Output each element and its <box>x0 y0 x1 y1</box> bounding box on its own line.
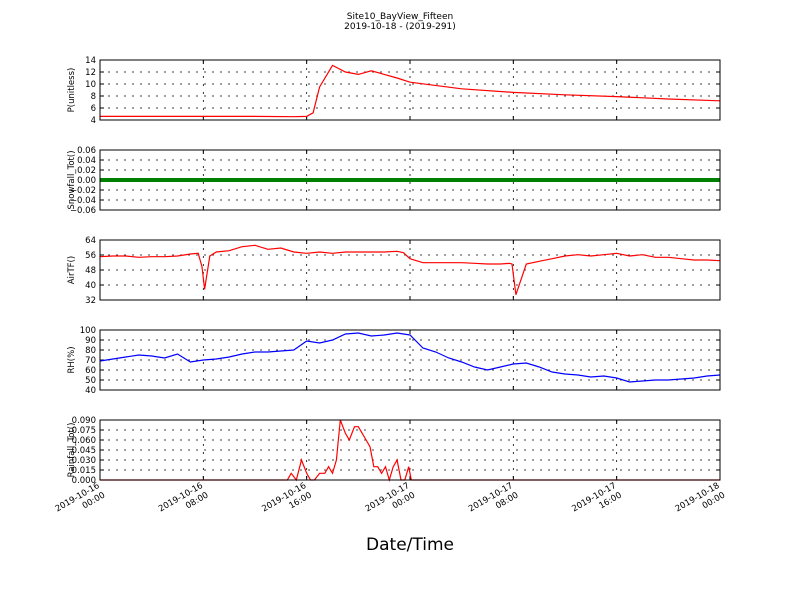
x-tick-label: 2019-10-1800:00 <box>674 481 727 524</box>
axes-frame <box>99 239 721 301</box>
subplot-5: 0.0000.0150.0300.0450.0600.0750.090Rainf… <box>67 416 721 486</box>
y-tick-label: 64 <box>85 236 96 246</box>
y-axis-label: Snowfall_Tot() <box>67 150 77 209</box>
y-tick-label: 0.06 <box>77 146 96 156</box>
y-tick-label: 14 <box>85 56 96 66</box>
axes-frame <box>99 419 721 481</box>
y-axis-label: P(unitless) <box>67 68 77 113</box>
y-tick-label: 0.075 <box>72 426 96 436</box>
y-tick-label: 48 <box>85 266 96 276</box>
subplot-1: 4 6 8 10 12 14 P(unitless) <box>67 56 721 126</box>
axes-frame <box>99 149 721 211</box>
y-tick-label: 6 <box>91 104 96 114</box>
y-tick-label: 0.02 <box>77 166 96 176</box>
y-tick-label: 80 <box>85 346 96 356</box>
x-tick-label: 2019-10-1716:00 <box>570 481 623 524</box>
series-line-5-1 <box>100 419 720 483</box>
y-tick-label: 0.030 <box>72 456 96 466</box>
y-tick-label: 0.000 <box>72 476 96 486</box>
x-tick-label: 2019-10-1608:00 <box>157 481 210 524</box>
y-tick-label: 70 <box>85 356 96 366</box>
y-tick-label: −0.04 <box>70 196 96 206</box>
axes-frame <box>99 59 721 121</box>
series-line-1-1 <box>100 64 721 118</box>
y-axis-label: RH(%) <box>67 346 77 373</box>
subplot-3: 32 40 48 56 64 AirTF() <box>67 236 721 306</box>
y-tick-label: 8 <box>91 92 96 102</box>
y-tick-label: 40 <box>85 386 96 396</box>
series-line-3-1 <box>99 244 721 295</box>
figure-subtitle: 2019-10-18 - (2019-291) <box>344 22 456 32</box>
y-tick-label: 60 <box>85 366 96 376</box>
y-tick-label: −0.06 <box>70 206 96 216</box>
x-tick-label: 2019-10-1616:00 <box>260 481 313 524</box>
y-tick-label: 0.045 <box>72 446 96 456</box>
x-axis-label: Date/Time <box>366 535 454 555</box>
y-tick-label: 90 <box>85 336 96 346</box>
figure-title: Site10_BayView_Fifteen <box>347 12 453 22</box>
y-tick-label: 32 <box>85 296 96 306</box>
y-axis-label: AirTF() <box>67 256 77 284</box>
y-tick-label: 56 <box>85 251 96 261</box>
series-line-4-1 <box>99 332 721 383</box>
y-tick-label: 0.00 <box>77 176 96 186</box>
y-tick-label: 10 <box>85 80 96 90</box>
y-tick-label: 0.04 <box>77 156 96 166</box>
x-tick-labels: 2019-10-1600:00 2019-10-1608:00 2019-10-16… <box>54 481 727 524</box>
x-tick-label: 2019-10-1600:00 <box>54 481 107 524</box>
y-tick-label: 0.060 <box>72 436 96 446</box>
y-tick-label: −0.02 <box>70 186 96 196</box>
axes-frame <box>99 329 721 391</box>
y-tick-label: 0.015 <box>72 466 96 476</box>
y-axis-label: Rainfall_Tot() <box>67 423 77 478</box>
x-tick-label: 2019-10-1708:00 <box>467 481 520 524</box>
y-tick-label: 12 <box>85 68 96 78</box>
y-tick-label: 4 <box>91 116 96 126</box>
x-tick-label: 2019-10-1700:00 <box>364 481 417 524</box>
y-tick-label: 0.090 <box>72 416 96 426</box>
y-tick-label: 40 <box>85 281 96 291</box>
y-tick-label: 100 <box>80 326 96 336</box>
y-tick-label: 50 <box>85 376 96 386</box>
subplot-2: −0.06−0.04−0.020.000.020.040.06Snowfall_… <box>67 146 721 216</box>
subplots: 468101214P(unitless)−0.06−0.04−0.020.000… <box>67 56 721 486</box>
